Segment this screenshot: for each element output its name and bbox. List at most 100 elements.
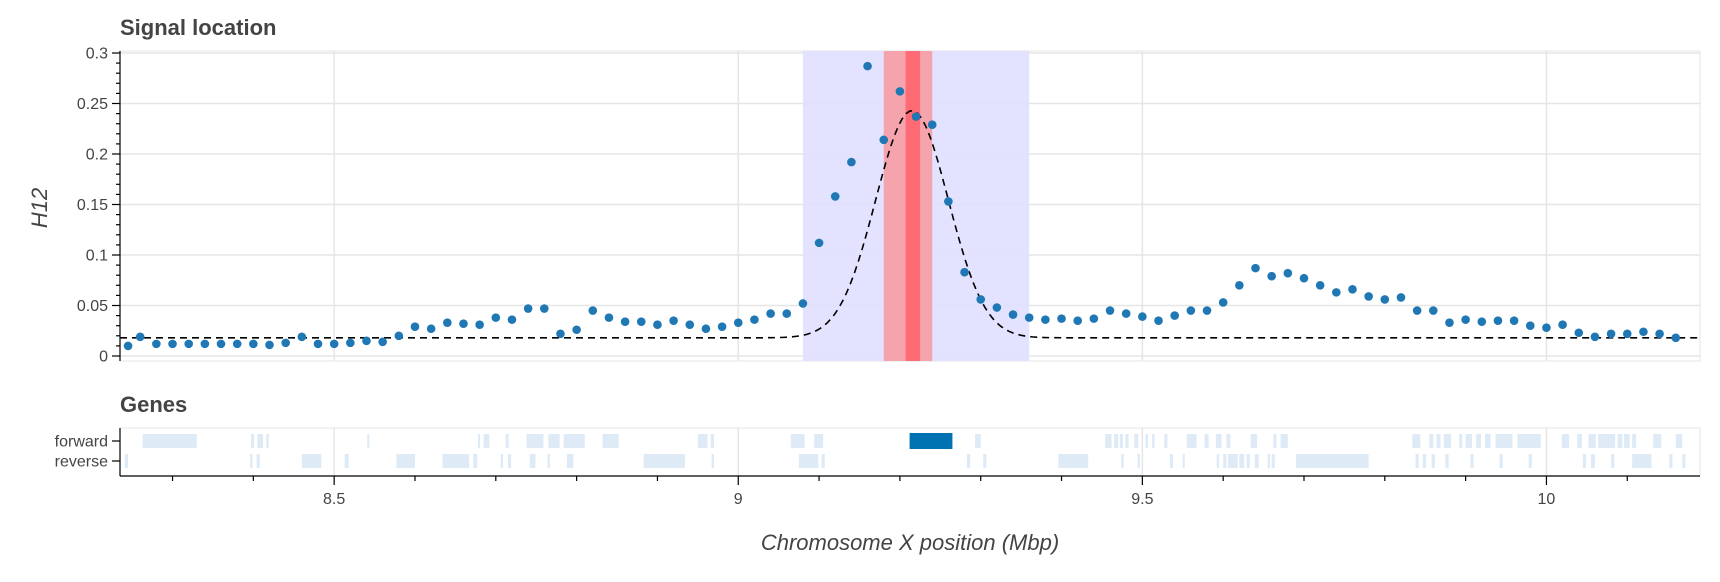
data-point (1525, 321, 1535, 331)
gene-bar (983, 454, 987, 468)
data-point (620, 317, 630, 326)
gene-bar (1436, 434, 1441, 448)
data-point (265, 340, 274, 350)
gene-bar (1499, 454, 1503, 468)
gene-bar (1228, 454, 1238, 468)
gene-bar (1216, 454, 1220, 468)
genes-panel: Genes forward reverse 8.5 9 9.5 10 Chromosom… (55, 392, 1701, 555)
data-point (798, 299, 808, 308)
gene-bar (1598, 434, 1616, 448)
data-point (507, 315, 517, 324)
signal-y-axis-label: H12 (27, 188, 52, 228)
data-point (1105, 306, 1115, 315)
gene-bar (1215, 434, 1222, 448)
gene-bar (1485, 434, 1491, 448)
data-point (1428, 306, 1438, 315)
data-point (879, 135, 889, 145)
data-point (733, 318, 743, 327)
gene-bar (500, 454, 504, 468)
gene-bar (1267, 454, 1271, 468)
data-point (216, 339, 226, 349)
fit-curve (120, 110, 1700, 339)
data-point (152, 339, 161, 349)
gene-bar (1590, 454, 1595, 468)
gene-bar (643, 454, 685, 468)
data-point (1445, 318, 1454, 327)
gene-bar (367, 434, 370, 448)
gene-bar (697, 434, 708, 448)
gene-bar (1134, 434, 1139, 448)
data-point (669, 316, 678, 325)
gene-bar (1588, 434, 1596, 448)
data-point (443, 318, 452, 327)
data-point (297, 332, 307, 342)
gene-bar (1675, 434, 1683, 448)
data-point (1461, 315, 1470, 324)
gene-bar (1273, 434, 1277, 448)
data-point (1218, 298, 1228, 307)
gene-bar (124, 454, 129, 468)
gene-bar (1204, 434, 1209, 448)
data-point (604, 313, 614, 322)
data-point (814, 238, 824, 248)
data-point (1509, 316, 1519, 325)
gene-bar (966, 454, 971, 468)
data-point (1348, 285, 1357, 294)
gene-bar (1226, 434, 1231, 448)
data-point (491, 313, 501, 322)
gene-bar (602, 434, 619, 448)
gene-bar (1058, 454, 1089, 468)
gene-bar (344, 454, 349, 468)
gene-bar (1470, 454, 1474, 468)
gene-bar (1669, 454, 1673, 468)
data-point (1089, 314, 1099, 323)
gene-bar (975, 434, 981, 448)
gene-bar (1443, 434, 1452, 448)
gene-bars (124, 433, 1686, 468)
data-point (1639, 327, 1648, 337)
gene-bar (1121, 454, 1124, 468)
gene-bar (1459, 434, 1463, 448)
data-point (944, 197, 953, 206)
gene-bar (1125, 434, 1129, 448)
data-point (636, 317, 646, 326)
gene-bar (1295, 454, 1369, 468)
data-point (1606, 329, 1616, 339)
genes-y-axis: forward reverse (55, 428, 121, 476)
data-point (281, 338, 290, 348)
track-label: forward (55, 434, 108, 451)
data-point (1024, 313, 1034, 322)
gene-bar (1465, 434, 1473, 448)
data-point (1186, 306, 1196, 315)
gene-bar (529, 454, 536, 468)
data-point (653, 320, 662, 329)
gene-bar (1223, 454, 1227, 468)
data-point (394, 331, 404, 341)
gene-bar (790, 434, 805, 448)
data-point (1412, 306, 1422, 315)
track-label: reverse (55, 454, 108, 471)
gene-bar (256, 454, 260, 468)
gene-bar (1186, 434, 1197, 448)
gene-bar (1280, 434, 1288, 448)
data-point (685, 320, 695, 329)
gene-bar (1422, 454, 1427, 468)
data-point (1558, 320, 1567, 329)
gene-bar (1517, 434, 1541, 448)
data-point (523, 304, 533, 313)
gene-bar (566, 454, 574, 468)
data-point (701, 324, 711, 334)
gene-bar (1582, 454, 1587, 468)
gene-bar (526, 434, 544, 448)
data-point (313, 339, 323, 349)
y-tick-label: 0.1 (86, 248, 108, 265)
gene-bar (1169, 454, 1174, 468)
gene-bar (1105, 434, 1112, 448)
gene-bar (1431, 454, 1435, 468)
data-point (249, 339, 258, 349)
gene-bar (1137, 454, 1140, 468)
gene-bar (1682, 454, 1686, 468)
data-point (1622, 329, 1632, 339)
gene-bar (1577, 434, 1583, 448)
data-point (1267, 271, 1276, 281)
